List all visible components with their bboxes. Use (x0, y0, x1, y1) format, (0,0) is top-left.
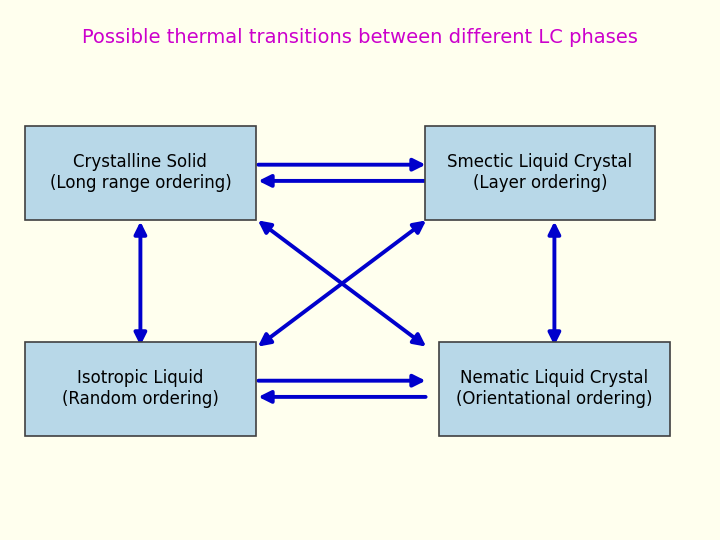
Text: Crystalline Solid
(Long range ordering): Crystalline Solid (Long range ordering) (50, 153, 231, 192)
FancyBboxPatch shape (25, 125, 256, 220)
FancyArrowPatch shape (258, 160, 421, 170)
FancyArrowPatch shape (263, 392, 426, 402)
Text: Nematic Liquid Crystal
(Orientational ordering): Nematic Liquid Crystal (Orientational or… (456, 369, 652, 408)
FancyArrowPatch shape (261, 223, 423, 344)
FancyBboxPatch shape (25, 342, 256, 436)
FancyArrowPatch shape (263, 176, 426, 186)
FancyArrowPatch shape (258, 376, 421, 386)
Text: Smectic Liquid Crystal
(Layer ordering): Smectic Liquid Crystal (Layer ordering) (447, 153, 633, 192)
FancyArrowPatch shape (261, 223, 423, 344)
FancyBboxPatch shape (425, 125, 655, 220)
FancyBboxPatch shape (439, 342, 670, 436)
FancyArrowPatch shape (135, 226, 145, 341)
FancyArrowPatch shape (549, 226, 559, 341)
Text: Isotropic Liquid
(Random ordering): Isotropic Liquid (Random ordering) (62, 369, 219, 408)
Text: Possible thermal transitions between different LC phases: Possible thermal transitions between dif… (82, 28, 638, 48)
